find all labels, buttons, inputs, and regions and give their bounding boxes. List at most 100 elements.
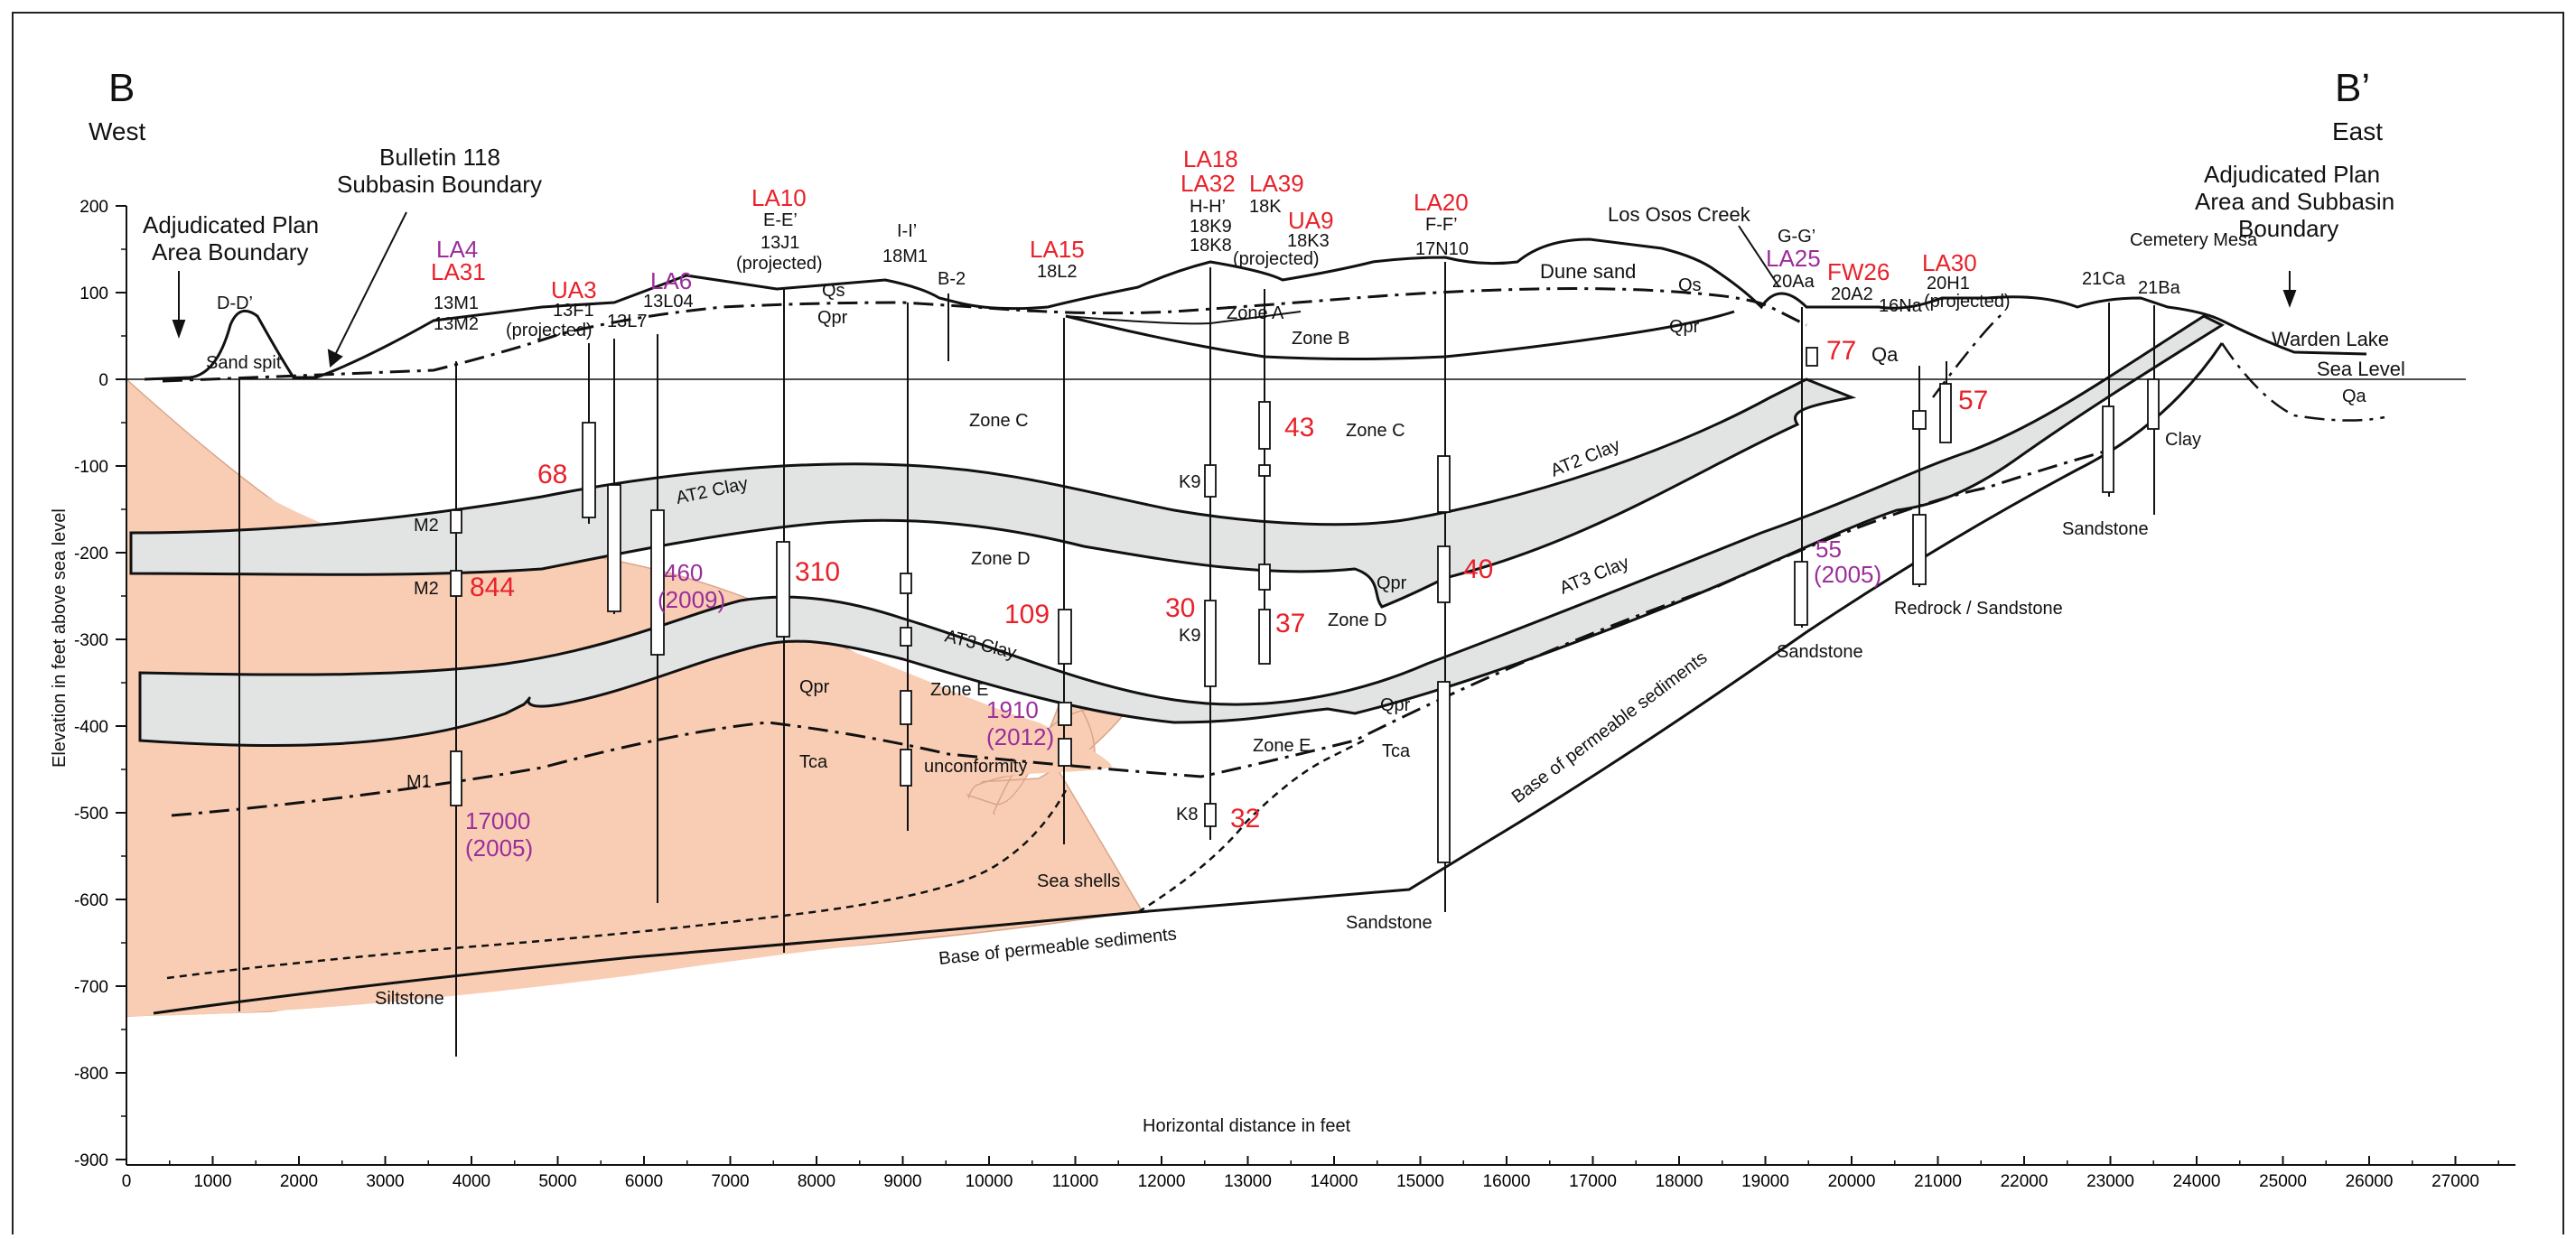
- well-label-la10: LA10: [751, 184, 807, 211]
- x-tick-label: 18000: [1656, 1172, 1703, 1191]
- bulletin-118-2: Subbasin Boundary: [337, 171, 542, 198]
- x-tick-label: 20000: [1828, 1172, 1876, 1191]
- zone-b-line: [1065, 310, 1735, 360]
- well-label-13m2: 13M2: [434, 314, 479, 334]
- unit-tca-2: Tca: [1382, 741, 1411, 761]
- unit-qpr-3: Qpr: [799, 677, 830, 697]
- x-axis-title: Horizontal distance in feet: [1143, 1116, 1351, 1136]
- unit-zone-c-1: Zone C: [969, 411, 1029, 431]
- tca-region-clean: [126, 379, 1140, 1016]
- x-tick-label: 12000: [1138, 1172, 1186, 1191]
- dashed-contact-1: [166, 739, 1365, 980]
- x-tick-label: 0: [122, 1172, 132, 1191]
- y-tick-label: -700: [74, 978, 108, 997]
- y-tick-label: -200: [74, 545, 108, 564]
- section-letter-left: B: [108, 66, 135, 110]
- unit-qpr-5: Qpr: [1380, 695, 1411, 715]
- section-letter-right: B’: [2335, 66, 2370, 110]
- unit-sandstone-2: Sandstone: [1777, 642, 1863, 662]
- x-tick-label: 21000: [1914, 1172, 1962, 1191]
- well-label-dd: D-D’: [217, 293, 253, 313]
- well-label-la25: LA25: [1766, 245, 1821, 272]
- screen-m2-b: M2: [414, 579, 439, 599]
- y-tick-label: -600: [74, 891, 108, 910]
- x-tick-label: 17000: [1569, 1172, 1617, 1191]
- well-label-21ca: 21Ca: [2082, 269, 2126, 289]
- unit-zone-d-2: Zone D: [1328, 610, 1387, 630]
- well-label-18m1: 18M1: [882, 247, 928, 266]
- y-tick-label: -500: [74, 805, 108, 824]
- value-55: 55: [1815, 536, 1842, 563]
- well-label-17n10: 17N10: [1415, 239, 1469, 259]
- well-label-ii: I-I’: [897, 221, 917, 241]
- x-tick-label: 6000: [625, 1172, 663, 1191]
- x-tick-label: 1000: [193, 1172, 231, 1191]
- well-label-20h1: 20H1: [1927, 274, 1970, 293]
- unit-qs-2: Qs: [1678, 275, 1702, 295]
- x-tick-label: 26000: [2346, 1172, 2394, 1191]
- x-tick-label: 23000: [2086, 1172, 2134, 1191]
- unit-qpr-2: Qpr: [1669, 317, 1700, 337]
- value-460: 460: [664, 559, 703, 586]
- value-68: 68: [537, 460, 567, 489]
- value-37: 37: [1275, 609, 1305, 638]
- x-tick-label: 8000: [798, 1172, 835, 1191]
- value-77: 77: [1826, 336, 1856, 366]
- y-tick-label: -100: [74, 458, 108, 477]
- value-32: 32: [1230, 804, 1260, 834]
- unit-qa-2: Qa: [2342, 387, 2367, 406]
- adj-boundary-right-2: Area and Subbasin: [2195, 188, 2394, 215]
- screen-k8: K8: [1176, 805, 1198, 824]
- ground-surface: [144, 238, 2367, 381]
- warden-lake-label: Warden Lake: [2272, 328, 2389, 350]
- unit-qs-1: Qs: [822, 281, 845, 301]
- figure-border: [12, 12, 2564, 1239]
- well-label-13l7: 13L7: [607, 312, 648, 331]
- unit-zone-e-2: Zone E: [1253, 736, 1311, 756]
- well-label-la32: LA32: [1181, 170, 1236, 197]
- value-55-year: (2005): [1814, 561, 1881, 588]
- well-label-gg: G-G’: [1778, 227, 1815, 247]
- unit-unconformity: unconformity: [924, 757, 1028, 777]
- x-tick-label: 16000: [1483, 1172, 1531, 1191]
- screen-m2-a: M2: [414, 516, 439, 536]
- y-tick-label: -900: [74, 1151, 108, 1170]
- x-tick-label: 4000: [453, 1172, 490, 1191]
- unit-qa-1: Qa: [1871, 343, 1899, 366]
- well-label-13m1: 13M1: [434, 293, 479, 313]
- y-tick-label: 0: [98, 371, 108, 390]
- unit-base-permeable-2: Base of permeable sediments: [1508, 647, 1712, 807]
- unit-sandstone-1: Sandstone: [1346, 913, 1433, 933]
- value-844: 844: [470, 573, 515, 602]
- well-label-b2: B-2: [938, 269, 966, 289]
- adj-boundary-left-2: Area Boundary: [152, 238, 308, 266]
- tca-contact: [171, 450, 2105, 817]
- y-axis-title: Elevation in feet above sea level: [50, 508, 70, 768]
- well-label-20aa: 20Aa: [1772, 272, 1815, 292]
- well-label-ff: F-F’: [1425, 215, 1458, 235]
- x-tick-label: 7000: [711, 1172, 749, 1191]
- arrow-diag-icon: [327, 349, 343, 368]
- value-30: 30: [1165, 593, 1195, 623]
- screen-k9-b: K9: [1179, 626, 1200, 646]
- unit-sandstone-3: Sandstone: [2062, 519, 2149, 539]
- unit-zone-c-2: Zone C: [1346, 421, 1405, 441]
- value-1910-year: (2012): [986, 723, 1054, 750]
- well-screens: [450, 347, 2160, 863]
- well-label-la4: LA4: [436, 236, 478, 263]
- arrow-down-icon: [172, 320, 186, 340]
- cemetery-mesa-label: Cemetery Mesa: [2130, 230, 2258, 250]
- qs-qpr-contact: [162, 287, 1807, 383]
- x-tick-label: 15000: [1396, 1172, 1444, 1191]
- x-tick-label: 27000: [2431, 1172, 2479, 1191]
- unit-redrock-sandstone: Redrock / Sandstone: [1894, 599, 2063, 619]
- value-57: 57: [1958, 386, 1988, 415]
- unit-qpr-4: Qpr: [1377, 573, 1407, 593]
- base-permeable-line: [153, 342, 2224, 1015]
- well-label-projected-ua3: (projected): [506, 321, 593, 340]
- well-label-18k9: 18K9: [1190, 217, 1232, 237]
- x-tick-label: 2000: [280, 1172, 318, 1191]
- y-tick-label: -300: [74, 631, 108, 650]
